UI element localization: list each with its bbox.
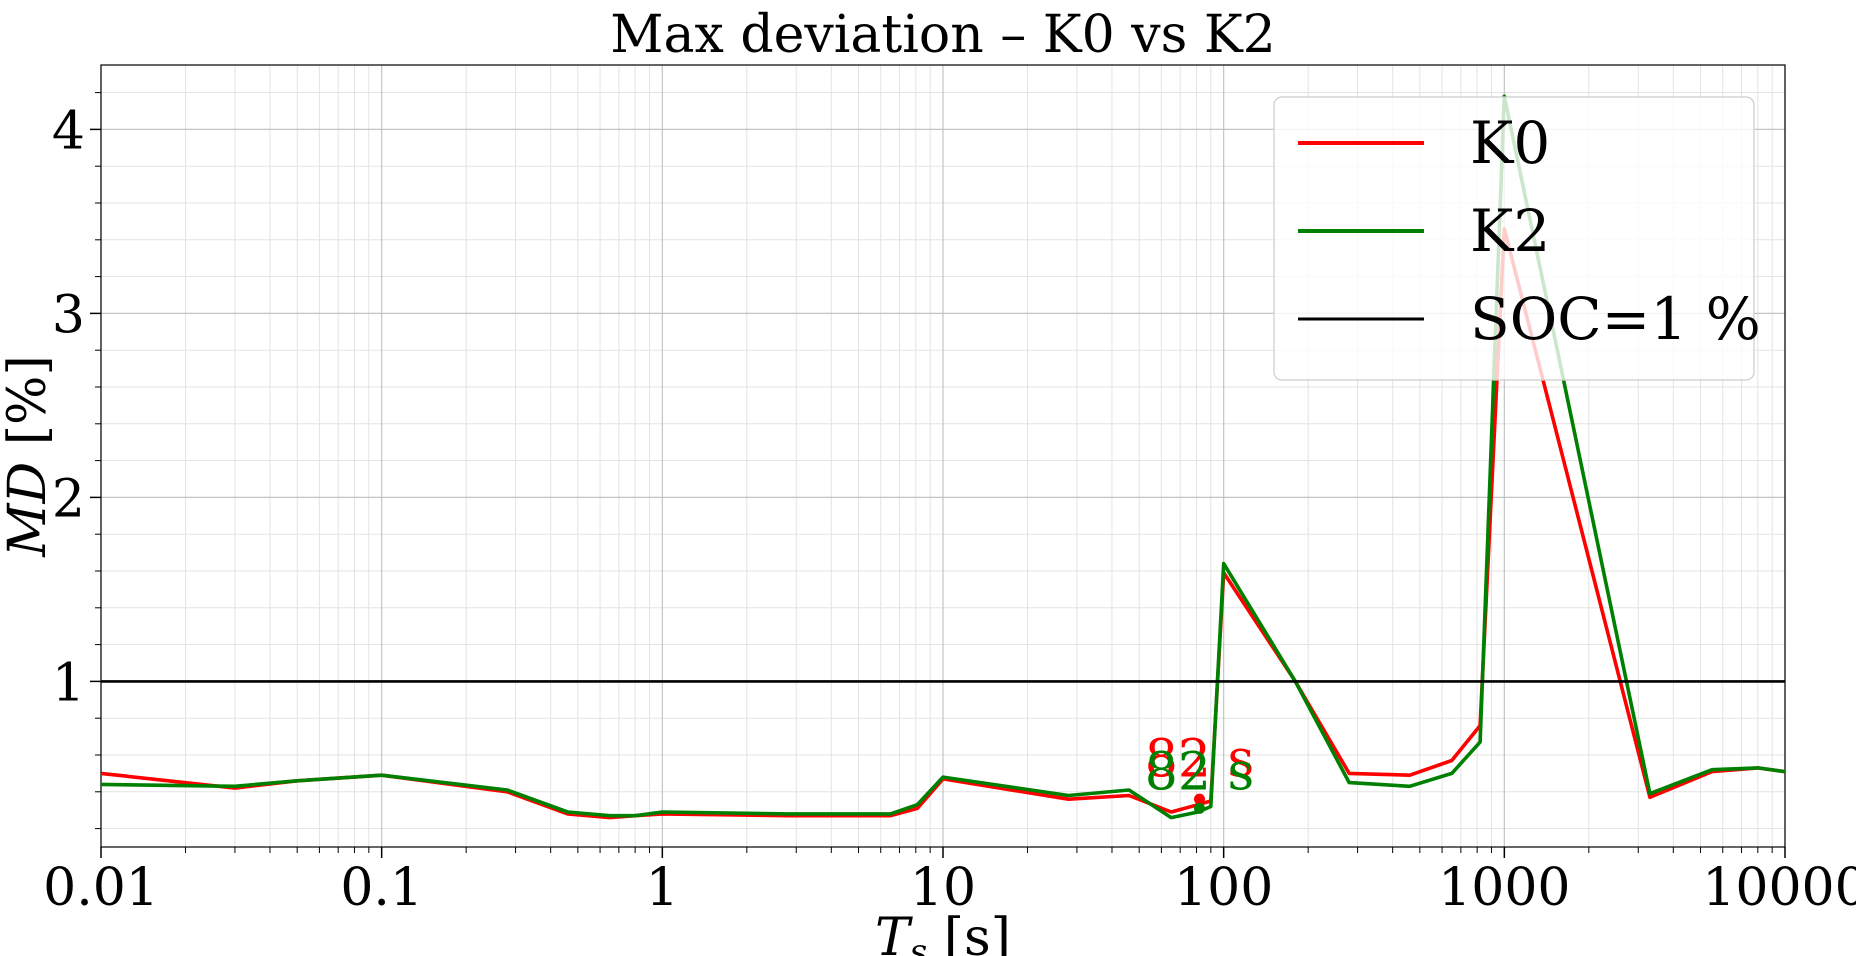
marker-k2 <box>1193 802 1205 814</box>
x-tick-label: 1000 <box>1438 858 1570 918</box>
x-axis-label-subscript: s <box>910 932 927 956</box>
legend-label-k0: K0 <box>1470 109 1550 177</box>
legend: K0 K2 SOC=1 % <box>1273 96 1761 381</box>
y-axis-label: MD [%] <box>0 355 58 557</box>
y-axis-label-symbol: MD <box>0 462 58 558</box>
legend-box <box>1273 96 1755 381</box>
annotation-label-1: 82 s <box>1145 743 1254 803</box>
y-tick-label: 4 <box>52 101 85 161</box>
marker-k0 <box>1193 793 1205 805</box>
series-layer <box>100 94 1786 820</box>
x-tick-label: 1 <box>646 858 679 918</box>
y-tick-label: 2 <box>52 469 85 529</box>
x-tick-label: 100 <box>1174 858 1273 918</box>
legend-label-soc: SOC=1 % <box>1470 285 1761 353</box>
annotation-layer: 82 s82 s <box>1145 730 1254 803</box>
series-line-k2 <box>100 94 1786 820</box>
y-tick-label: 3 <box>52 285 85 345</box>
axis-ticks: 0.01 0.1 1 10 100 1000 10000 1 2 3 4 <box>43 92 1856 918</box>
marker-layer <box>1193 793 1205 814</box>
x-tick-label: 0.01 <box>43 858 159 918</box>
x-axis-label-unit: [s] <box>927 908 1011 956</box>
y-tick-label: 1 <box>52 653 85 713</box>
chart-title: Max deviation – K0 vs K2 <box>610 5 1276 65</box>
annotation-label-0: 82 s <box>1145 730 1254 790</box>
x-tick-label: 0.1 <box>340 858 423 918</box>
x-tick-label: 10000 <box>1702 858 1856 918</box>
x-tick-label: 10 <box>910 858 976 918</box>
y-axis-label-unit: [%] <box>0 355 58 462</box>
legend-label-k2: K2 <box>1470 197 1550 265</box>
x-axis-label: Ts [s] <box>875 908 1011 956</box>
x-axis-label-symbol: T <box>875 908 913 956</box>
